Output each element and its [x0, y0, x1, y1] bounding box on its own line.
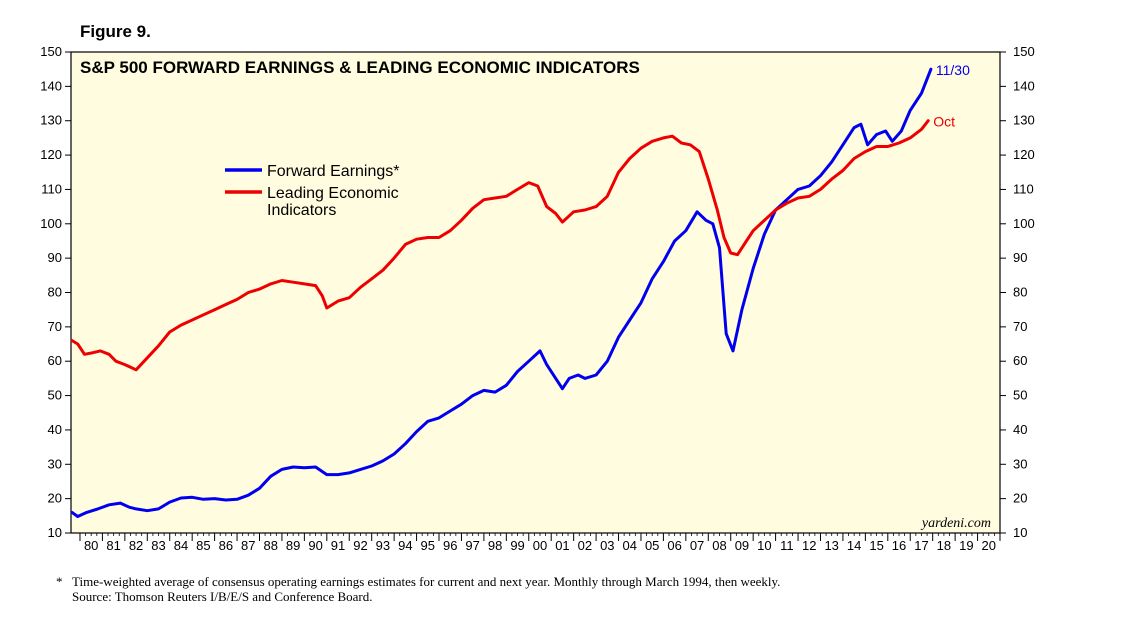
y-tick-label-right: 30: [1013, 456, 1027, 471]
x-tick-label: 89: [286, 538, 300, 553]
x-tick-label: 83: [151, 538, 165, 553]
legend-label: Leading Economic: [267, 185, 399, 202]
y-tick-label-left: 120: [40, 147, 62, 162]
x-tick-label: 97: [465, 538, 479, 553]
x-tick-label: 99: [510, 538, 524, 553]
x-tick-label: 94: [398, 538, 412, 553]
footnote-note: * Time-weighted average of consensus oper…: [56, 574, 780, 589]
x-tick-label: 06: [667, 538, 681, 553]
y-tick-label-right: 60: [1013, 353, 1027, 368]
x-tick-label: 00: [533, 538, 547, 553]
x-tick-label: 19: [959, 538, 973, 553]
x-tick-label: 92: [353, 538, 367, 553]
y-tick-label-right: 140: [1013, 78, 1035, 93]
legend-label: Forward Earnings*: [267, 163, 400, 180]
x-tick-label: 13: [824, 538, 838, 553]
x-tick-label: 87: [241, 538, 255, 553]
y-tick-label-right: 150: [1013, 44, 1035, 59]
x-tick-label: 98: [488, 538, 502, 553]
y-tick-label-left: 60: [48, 353, 62, 368]
y-tick-label-left: 20: [48, 491, 62, 506]
y-tick-label-left: 50: [48, 388, 62, 403]
x-tick-label: 14: [847, 538, 861, 553]
x-tick-label: 11: [780, 538, 794, 553]
x-tick-label: 85: [196, 538, 210, 553]
y-tick-label-right: 130: [1013, 113, 1035, 128]
series-end-label: 11/30: [936, 62, 970, 78]
x-axis: 80 81 82 83 84 85 86 87 88 89 90 91 92 93 94 95 96 97 98 99…: [79, 533, 1001, 553]
watermark: yardeni.com: [920, 516, 991, 531]
y-tick-label-right: 50: [1013, 388, 1027, 403]
y-tick-label-left: 140: [40, 78, 62, 93]
x-tick-label: 91: [331, 538, 345, 553]
y-tick-label-right: 120: [1013, 147, 1035, 162]
x-tick-label: 88: [263, 538, 277, 553]
y-tick-label-left: 80: [48, 285, 62, 300]
x-tick-label: 12: [802, 538, 816, 553]
series-end-label: Oct: [933, 114, 955, 130]
x-tick-label: 17: [914, 538, 928, 553]
y-tick-label-right: 20: [1013, 491, 1027, 506]
x-tick-label: 04: [623, 538, 637, 553]
y-tick-label-left: 110: [41, 181, 62, 196]
y-tick-label-left: 40: [48, 422, 62, 437]
x-tick-label: 16: [892, 538, 906, 553]
y-tick-label-right: 90: [1013, 250, 1027, 265]
y-tick-label-left: 130: [40, 113, 62, 128]
y-tick-label-left: 30: [48, 456, 62, 471]
series-line: [70, 67, 933, 518]
x-tick-label: 86: [219, 538, 233, 553]
y-tick-label-left: 90: [48, 250, 62, 265]
footnote-note-text: Time-weighted average of consensus opera…: [72, 574, 781, 589]
x-tick-label: 96: [443, 538, 457, 553]
y-tick-label-right: 10: [1013, 525, 1027, 540]
series-line: [70, 119, 930, 372]
x-tick-label: 05: [645, 538, 659, 553]
plot-background: [71, 52, 1000, 533]
y-tick-label-left: 150: [40, 44, 62, 59]
x-tick-label: 01: [555, 538, 569, 553]
y-tick-label-right: 40: [1013, 422, 1027, 437]
x-tick-label: 81: [106, 538, 120, 553]
series-layer: [70, 67, 933, 518]
x-tick-label: 10: [757, 538, 771, 553]
y-tick-label-right: 100: [1013, 216, 1035, 231]
footnote: * Time-weighted average of consensus oper…: [56, 574, 780, 604]
x-tick-label: 02: [578, 538, 592, 553]
chart-title: S&P 500 FORWARD EARNINGS & LEADING ECONO…: [80, 58, 640, 77]
x-tick-label: 84: [174, 538, 188, 553]
x-tick-label: 18: [937, 538, 951, 553]
y-axis-right: 10 20 30 40 50 60 70 80 90 100 110 120 130 140 150: [1000, 44, 1035, 540]
x-tick-label: 82: [129, 538, 143, 553]
footnote-source: Source: Thomson Reuters I/B/E/S and Conf…: [72, 589, 373, 604]
x-tick-label: 90: [308, 538, 322, 553]
y-tick-label-right: 70: [1013, 319, 1027, 334]
figure-label: Figure 9.: [80, 22, 151, 41]
y-tick-label-left: 100: [40, 216, 62, 231]
legend-label: Indicators: [267, 202, 336, 219]
x-tick-label: 15: [869, 538, 883, 553]
y-axis-left: 10 20 30 40 50 60 70 80 90 100 110 120 130 140 150: [40, 44, 71, 540]
x-tick-label: 03: [600, 538, 614, 553]
x-tick-label: 09: [735, 538, 749, 553]
y-tick-label-left: 10: [48, 525, 62, 540]
x-tick-label: 80: [84, 538, 98, 553]
footnote-marker: *: [56, 574, 63, 589]
x-tick-label: 93: [376, 538, 390, 553]
x-tick-label: 07: [690, 538, 704, 553]
y-tick-label-left: 70: [48, 319, 62, 334]
x-tick-label: 08: [712, 538, 726, 553]
end-labels: 11/30 Oct: [933, 62, 970, 130]
y-tick-label-right: 80: [1013, 285, 1027, 300]
x-tick-label: 20: [982, 538, 996, 553]
x-tick-label: 95: [421, 538, 435, 553]
y-tick-label-right: 110: [1013, 181, 1034, 196]
legend: Forward Earnings* Leading EconomicIndicat…: [225, 163, 400, 219]
